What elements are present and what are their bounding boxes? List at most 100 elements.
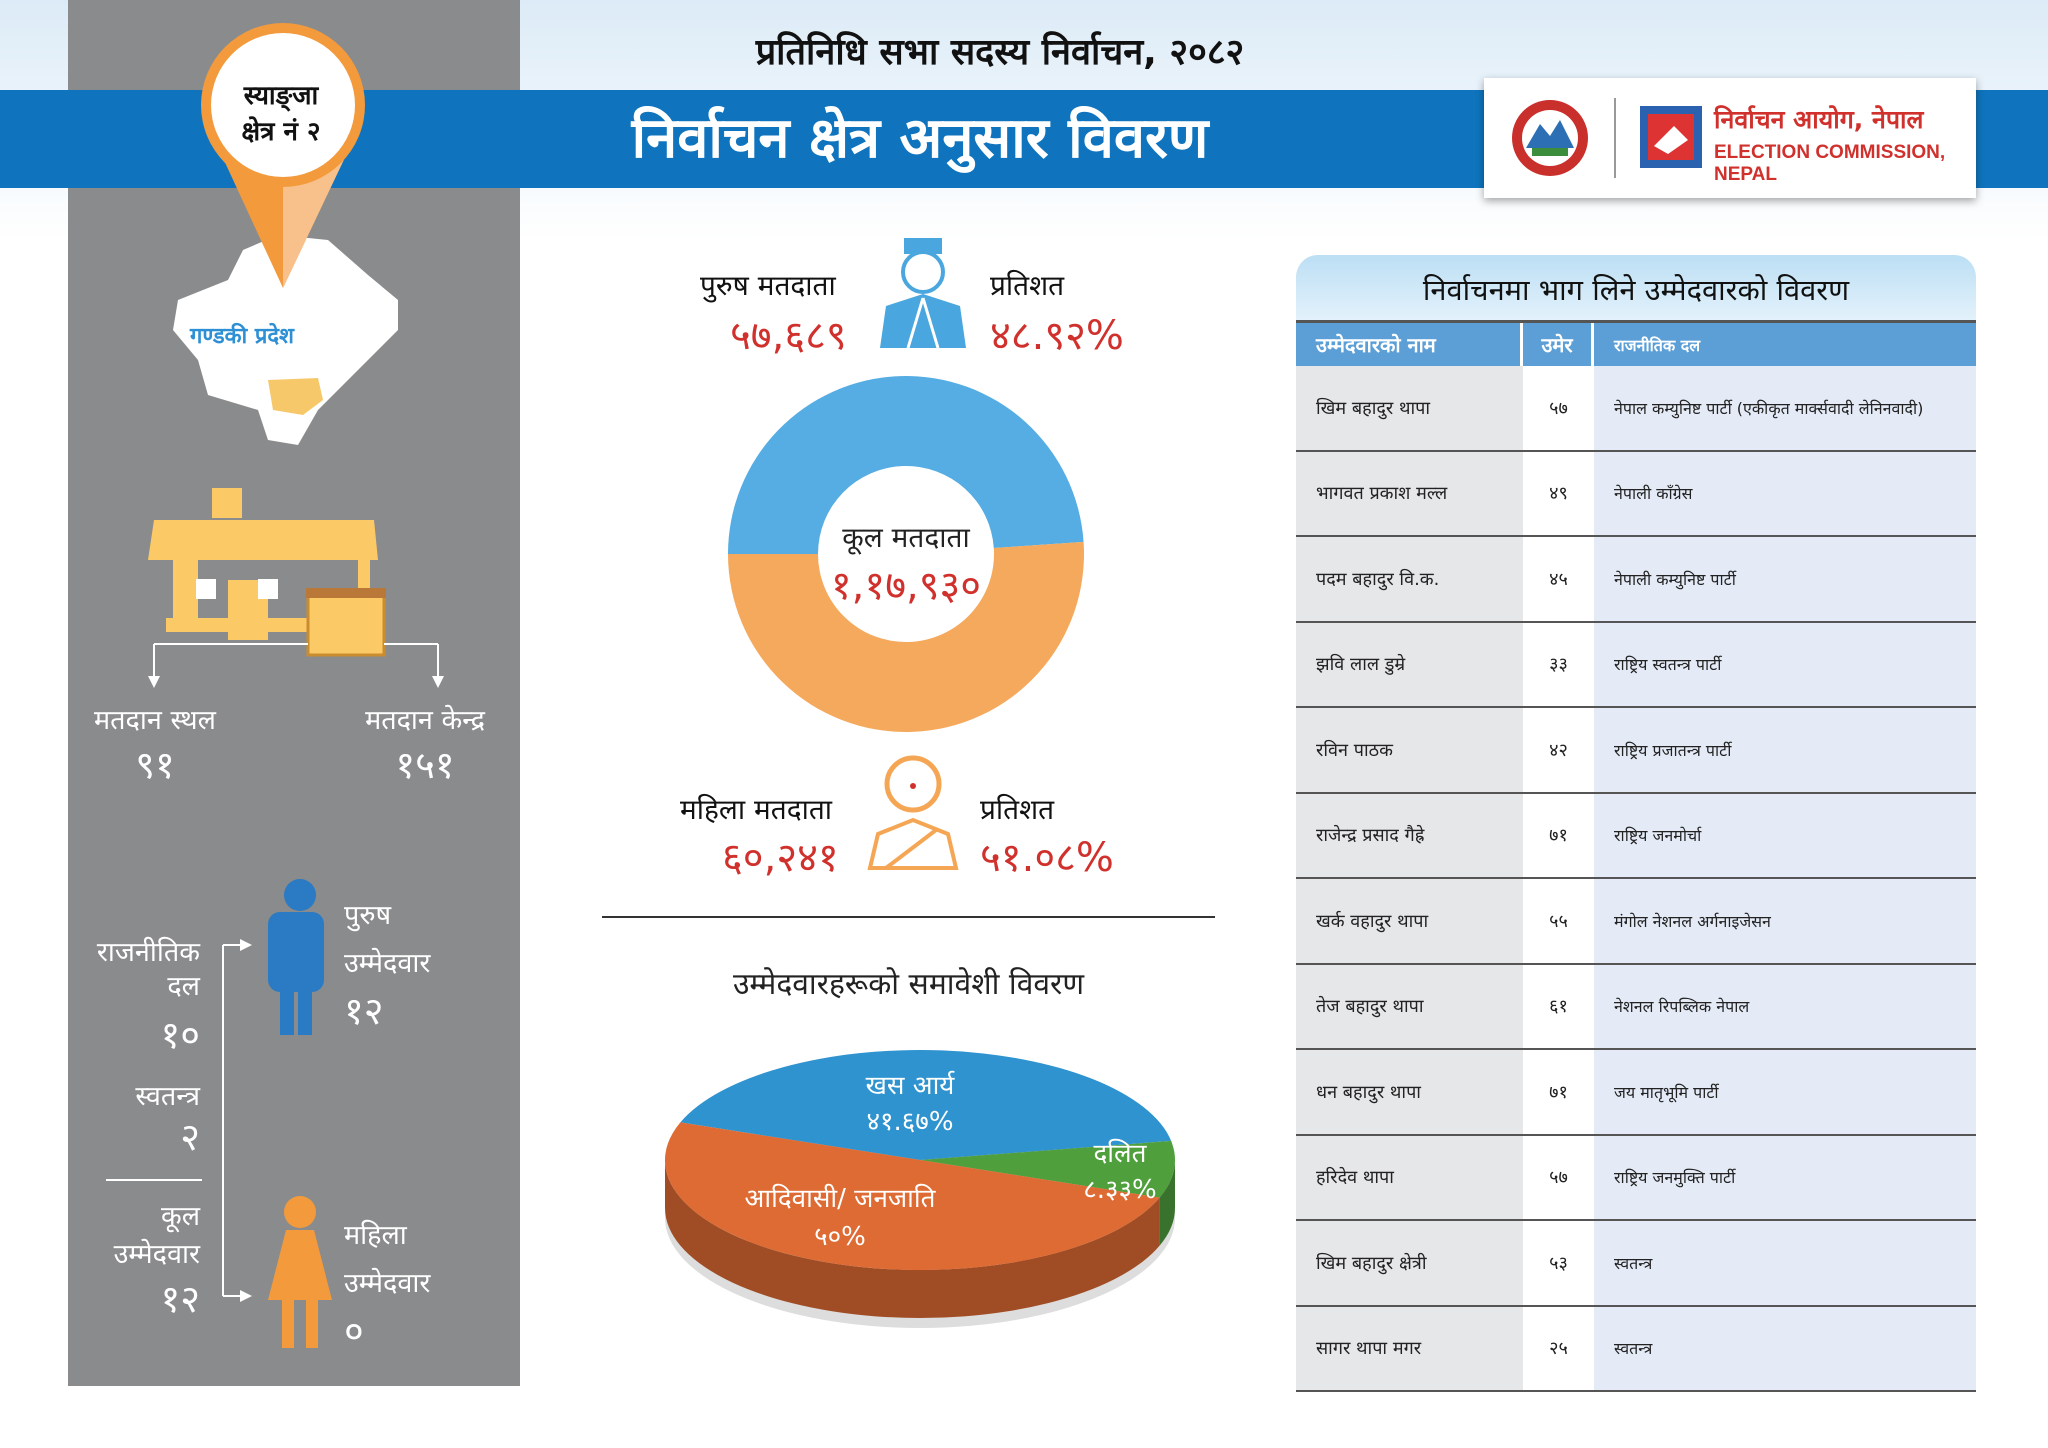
table-row: झवि लाल डुम्रे ३३ राष्ट्रिय स्वतन्त्र पार्…	[1296, 622, 1976, 708]
candidate-age: ५३	[1523, 1221, 1594, 1305]
table-row: खिम बहादुर क्षेत्री ५३ स्वतन्त्र	[1296, 1221, 1976, 1307]
male-candidates-label: पुरुष उम्मेदवार	[344, 900, 431, 979]
male-voters-value: ५७,६८९	[730, 313, 847, 359]
table-row: हरिदेव थापा ५७ राष्ट्रिय जनमुक्ति पार्टी	[1296, 1135, 1976, 1221]
pie-slice-2	[665, 1122, 1160, 1270]
table-header: उम्मेदवारको नाम उमेर राजनीतिक दल	[1296, 320, 1976, 366]
map-icon	[173, 235, 398, 445]
header-party: राजनीतिक दल	[1594, 323, 1976, 366]
female-candidates-value: ०	[344, 1309, 364, 1353]
candidate-party: स्वतन्त्र	[1594, 1306, 1976, 1390]
province-label: गण्डकी प्रदेश	[190, 324, 295, 349]
candidate-age: ४२	[1523, 708, 1594, 792]
district-name: स्याङ्जा	[243, 81, 319, 111]
candidate-age: ४९	[1523, 451, 1594, 535]
logo-text-nepali: निर्वाचन आयोग, नेपाल	[1714, 105, 1924, 134]
candidate-name: खर्क वहादुर थापा	[1296, 879, 1523, 963]
candidate-party: नेशनल रिपब्लिक नेपाल	[1594, 964, 1976, 1048]
candidate-party: नेपाली काँग्रेस	[1594, 451, 1976, 535]
candidate-bracket-lines	[222, 944, 243, 1297]
candidate-age: ६१	[1523, 964, 1594, 1048]
page-title: निर्वाचन क्षेत्र अनुसार विवरण	[631, 106, 1209, 171]
pie-slice-1	[920, 1140, 1175, 1198]
inclusion-chart-title: उम्मेदवारहरूको समावेशी विवरण	[732, 967, 1085, 1002]
polling-center-value: १५१	[395, 743, 455, 787]
section-divider	[602, 916, 1215, 918]
voter-donut-chart	[728, 375, 1084, 732]
candidate-name: झवि लाल डुम्रे	[1296, 622, 1523, 706]
table-row: भागवत प्रकाश मल्ल ४९ नेपाली काँग्रेस	[1296, 451, 1976, 537]
candidate-party: नेपाल कम्युनिष्ट पार्टी (एकीकृत मार्क्सव…	[1594, 366, 1976, 450]
polling-place-label: मतदान स्थल	[94, 705, 216, 736]
pie-label-khas-arya: खस आर्य ४१.६७%	[865, 1071, 955, 1137]
constituency-number: क्षेत्र नं २	[241, 117, 321, 147]
candidate-party: नेपाली कम्युनिष्ट पार्टी	[1594, 537, 1976, 621]
table-row: धन बहादुर थापा ७१ जय मातृभूमि पार्टी	[1296, 1050, 1976, 1136]
candidate-party: राष्ट्रिय जनमोर्चा	[1594, 793, 1976, 877]
pie-label-adivasi: आदिवासी/ जनजाति ५०%	[744, 1184, 936, 1252]
total-voters-label: कूल मतदाता	[842, 521, 970, 554]
pie-label-dalit: दलित ८.३३%	[1083, 1139, 1157, 1205]
female-percent-label: प्रतिशत	[980, 793, 1055, 826]
female-percent-value: ५१.०८%	[980, 835, 1114, 881]
table-row: खिम बहादुर थापा ५७ नेपाल कम्युनिष्ट पार्टी…	[1296, 366, 1976, 452]
election-commission-logo-icon	[1640, 106, 1702, 168]
candidate-name: धन बहादुर थापा	[1296, 1050, 1523, 1134]
party-label: राजनीतिक दल	[96, 937, 200, 1002]
male-percent-label: प्रतिशत	[990, 269, 1065, 302]
logo-box: निर्वाचन आयोग, नेपाल ELECTION COMMISSION…	[1484, 78, 1976, 198]
female-voters-value: ६०,२४१	[722, 835, 839, 881]
candidate-age: ५७	[1523, 366, 1594, 450]
candidate-party: स्वतन्त्र	[1594, 1221, 1976, 1305]
female-candidates-label: महिला उम्मेदवार	[344, 1220, 431, 1299]
total-candidates-value: १२	[160, 1277, 200, 1321]
candidate-name: तेज बहादुर थापा	[1296, 964, 1523, 1048]
polling-place-value: ९१	[135, 743, 175, 787]
table-row: खर्क वहादुर थापा ५५ मंगोल नेशनल अर्गनाइजेस…	[1296, 879, 1976, 965]
candidate-party: राष्ट्रिय प्रजातन्त्र पार्टी	[1594, 708, 1976, 792]
party-value: १०	[160, 1013, 200, 1057]
polling-station-icon	[148, 488, 386, 657]
table-row: पदम बहादुर वि.क. ४५ नेपाली कम्युनिष्ट पार्…	[1296, 537, 1976, 623]
inclusion-pie-chart	[665, 1050, 1175, 1328]
independent-value: २	[180, 1115, 200, 1159]
candidate-party: जय मातृभूमि पार्टी	[1594, 1050, 1976, 1134]
female-voters-label: महिला मतदाता	[680, 793, 833, 826]
male-candidate-icon	[268, 879, 324, 1035]
table-row: रविन पाठक ४२ राष्ट्रिय प्रजातन्त्र पार्टी	[1296, 708, 1976, 794]
subtitle: प्रतिनिधि सभा सदस्य निर्वाचन, २०८२	[755, 32, 1245, 73]
pie-side-2	[665, 1160, 1160, 1318]
constituency-label: स्याङ्जा क्षेत्र नं २	[206, 78, 356, 150]
total-voters-value: १,१७,९३०	[830, 563, 982, 609]
candidate-age: ३३	[1523, 622, 1594, 706]
male-candidates-value: १२	[344, 989, 384, 1033]
candidate-party: मंगोल नेशनल अर्गनाइजेसन	[1594, 879, 1976, 963]
candidate-name: पदम बहादुर वि.क.	[1296, 537, 1523, 621]
male-voter-icon	[880, 238, 966, 349]
table-row: सागर थापा मगर २५ स्वतन्त्र	[1296, 1306, 1976, 1392]
candidate-name: रविन पाठक	[1296, 708, 1523, 792]
location-pin-icon	[201, 23, 365, 288]
logo-divider	[1614, 98, 1616, 178]
pie-side-1	[1159, 1160, 1175, 1246]
candidate-table: निर्वाचनमा भाग लिने उम्मेदवारको विवरण उम…	[1296, 255, 1976, 1392]
candidate-age: ५५	[1523, 879, 1594, 963]
nepal-emblem-icon	[1512, 100, 1588, 176]
donut-slice-female	[728, 541, 1084, 732]
table-row: तेज बहादुर थापा ६१ नेशनल रिपब्लिक नेपाल	[1296, 964, 1976, 1050]
logo-text-english: ELECTION COMMISSION, NEPAL	[1714, 142, 1946, 185]
male-voters-label: पुरुष मतदाता	[700, 269, 836, 302]
arrow-icons	[148, 676, 444, 688]
header-name: उम्मेदवारको नाम	[1296, 323, 1523, 366]
female-voter-icon	[867, 755, 959, 870]
header-age: उमेर	[1523, 323, 1594, 366]
table-row: राजेन्द्र प्रसाद गैह्रे ७१ राष्ट्रिय जनमोर…	[1296, 793, 1976, 879]
candidate-name: सागर थापा मगर	[1296, 1306, 1523, 1390]
candidate-age: ७१	[1523, 793, 1594, 877]
table-title: निर्वाचनमा भाग लिने उम्मेदवारको विवरण	[1296, 255, 1976, 320]
independent-label: स्वतन्त्र	[135, 1081, 200, 1112]
candidate-name: भागवत प्रकाश मल्ल	[1296, 451, 1523, 535]
female-candidate-icon	[268, 1196, 332, 1348]
candidate-age: ५७	[1523, 1135, 1594, 1219]
pie-slice-0	[680, 1050, 1172, 1160]
